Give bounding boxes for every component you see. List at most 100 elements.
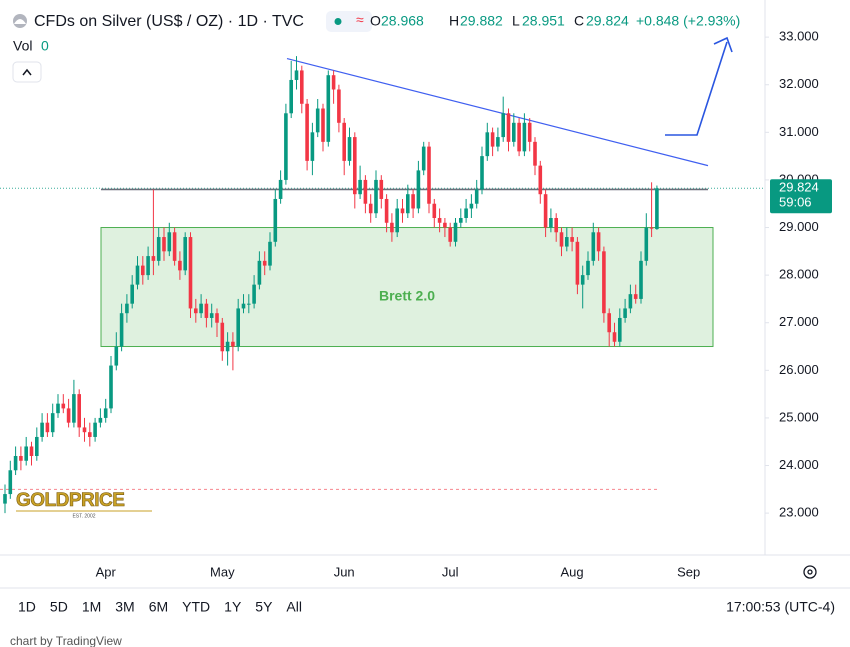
candle-body [485, 132, 490, 157]
candle-body [379, 179, 384, 199]
candle-body [480, 156, 484, 190]
settings-button[interactable] [803, 565, 817, 579]
candle-body [543, 194, 548, 228]
clock: 17:00:53 (UTC-4) [726, 599, 835, 615]
symbol-title[interactable]: CFDs on Silver (US$ / OZ) · 1D · TVC [34, 13, 304, 30]
range-button[interactable]: 5Y [255, 599, 273, 615]
candle-body [501, 113, 505, 138]
candle-body [215, 313, 219, 323]
candle-body [644, 227, 649, 261]
candle-body [109, 365, 113, 409]
ohlc-change: +0.848 (+2.93%) [636, 13, 740, 29]
plot-area: Brett 2.0 [0, 56, 765, 514]
candle-body [406, 194, 410, 214]
logo-est: EST. 2002 [72, 513, 95, 519]
candle-body [437, 218, 442, 223]
candle-body [66, 408, 71, 423]
candle-body [135, 265, 140, 285]
candle-body [496, 137, 500, 147]
candle-body [326, 75, 331, 142]
last-price-tag [770, 179, 832, 214]
collapse-button[interactable] [12, 61, 42, 83]
ohlc-value: 28.968 [381, 13, 424, 29]
x-tick-label: Aug [561, 564, 584, 579]
candle-body [474, 189, 479, 204]
last-price-value: 29.824 [779, 180, 819, 195]
candle-body [395, 208, 399, 233]
candle-body [114, 346, 119, 366]
y-tick-label: 27.000 [779, 314, 819, 329]
candle-body [188, 237, 193, 309]
candle-body [98, 417, 103, 423]
candle-body [363, 179, 368, 204]
candle-body [384, 198, 389, 223]
candle-body [178, 260, 182, 271]
candle-body [61, 403, 66, 409]
range-button[interactable]: YTD [182, 599, 210, 615]
candle-body [119, 313, 124, 347]
range-button[interactable]: 1M [82, 599, 101, 615]
candle-body [310, 132, 315, 161]
drawn-arrow-head [713, 36, 733, 53]
candle-body [284, 113, 288, 180]
symbol-icon [14, 19, 26, 24]
y-tick-label: 29.000 [779, 219, 819, 234]
candle-body [411, 194, 415, 209]
range-button[interactable]: All [286, 599, 302, 615]
candle-body [390, 222, 394, 233]
candle-body [374, 179, 378, 214]
candle-body [347, 137, 352, 161]
candle-body [278, 179, 283, 199]
status-badge [326, 11, 372, 32]
candle-body [236, 308, 240, 347]
candle-body [167, 232, 172, 252]
range-button[interactable]: 3M [115, 599, 134, 615]
candle-body [443, 222, 447, 228]
candle-body [77, 394, 81, 428]
range-button[interactable]: 1Y [224, 599, 242, 615]
candle-body [252, 284, 256, 304]
candle-body [649, 227, 654, 229]
candle-body [453, 222, 458, 242]
status-dot [334, 18, 342, 25]
ohlc-value: 29.882 [460, 13, 503, 29]
candle-body [24, 446, 28, 461]
status-icon: ≈ [356, 12, 364, 28]
candle-body [596, 232, 601, 252]
candle-body [490, 132, 495, 147]
candle-body [459, 218, 463, 223]
candle-body [305, 103, 309, 161]
candle-body [125, 303, 129, 314]
candle-body [194, 308, 198, 314]
drawn-arrow [665, 41, 728, 136]
candle-body [368, 203, 373, 214]
ohlc-label: L [512, 13, 520, 29]
candle-body [655, 188, 659, 230]
candle-body [612, 332, 617, 342]
candle-body [82, 427, 87, 433]
candle-body [628, 294, 633, 309]
range-button[interactable]: 5D [50, 599, 68, 615]
x-tick-label: May [210, 564, 235, 579]
volume-label: Vol [13, 38, 32, 54]
y-tick-label: 33.000 [779, 29, 819, 44]
candle-body [231, 341, 235, 347]
candle-body [342, 122, 346, 161]
candle-body [247, 303, 251, 305]
ohlc-label: O [370, 13, 381, 29]
y-tick-label: 24.000 [779, 457, 819, 472]
ohlc-value: 28.951 [522, 13, 565, 29]
candle-body [464, 208, 468, 219]
candle-body [141, 265, 145, 276]
trend-line [286, 57, 709, 167]
volume-value: 0 [41, 38, 49, 54]
candle-body [40, 422, 44, 437]
range-button[interactable]: 6M [149, 599, 168, 615]
candle-body [162, 237, 166, 252]
candle-body [353, 137, 357, 195]
candle-body [13, 455, 18, 471]
range-button[interactable]: 1D [18, 599, 36, 615]
candle-body [146, 256, 150, 276]
pattern-label: Brett 2.0 [379, 288, 435, 304]
candle-body [103, 408, 108, 418]
